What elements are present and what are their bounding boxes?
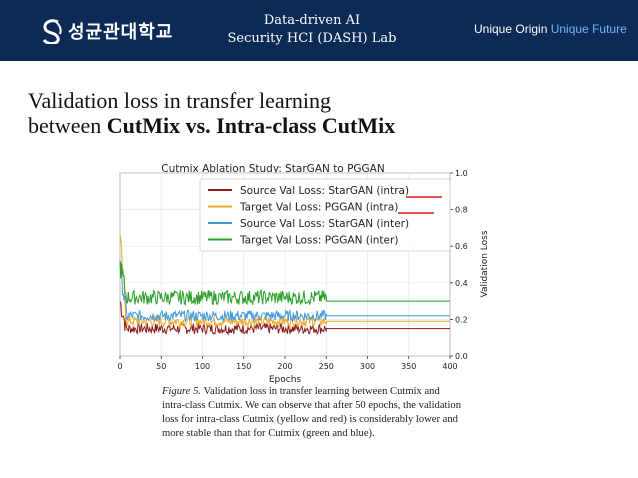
x-tick-label: 50 — [156, 362, 166, 371]
lab-name-line1: Data-driven AI — [263, 13, 361, 28]
x-tick-label: 300 — [360, 362, 375, 371]
slide-title-prefix: between — [28, 113, 102, 138]
x-tick-label: 200 — [277, 362, 292, 371]
y-tick-label: 0.6 — [455, 242, 468, 251]
lab-name-line2: Security HCI (DASH) Lab — [227, 31, 397, 46]
x-tick-label: 400 — [442, 362, 457, 371]
y-tick-label: 0.4 — [455, 279, 468, 288]
x-axis-label: Epochs — [269, 375, 302, 384]
y-tick-label: 0.0 — [455, 352, 468, 361]
y-tick-label: 1.0 — [455, 169, 468, 178]
slogan-part1: Unique Origin — [474, 22, 548, 36]
figure-caption: Figure 5. Validation loss in transfer le… — [162, 385, 462, 441]
x-tick-label: 0 — [117, 362, 122, 371]
slide-title-line2: between CutMix vs. Intra-class CutMix — [28, 113, 628, 138]
x-tick-label: 150 — [236, 362, 251, 371]
slide-title: Validation loss in transfer learning bet… — [28, 88, 628, 138]
x-tick-label: 350 — [401, 362, 416, 371]
loss-line-chart: Cutmix Ablation Study: StarGAN to PGGAN … — [117, 163, 490, 384]
series-line-2 — [119, 261, 450, 323]
chart-series — [119, 234, 450, 336]
x-axis-ticks: 0 50 100 150 200 250 300 350 400 — [117, 356, 458, 371]
legend-label: Source Val Loss: StarGAN (intra) — [240, 185, 409, 197]
skku-logo-icon — [42, 19, 62, 44]
university-logo: 성균관대학교 — [40, 15, 173, 47]
chart-legend: Source Val Loss: StarGAN (intra) Target V… — [199, 178, 451, 252]
header-bar: 성균관대학교 Data-driven AI Security HCI (DASH… — [0, 0, 638, 61]
slogan: Unique Origin Unique Future — [474, 22, 627, 36]
series-line-3 — [119, 260, 450, 306]
x-tick-label: 250 — [319, 362, 334, 371]
legend-label: Source Val Loss: StarGAN (inter) — [240, 218, 409, 230]
legend-box — [199, 178, 451, 252]
y-axis-ticks: 0.0 0.2 0.4 0.6 0.8 1.0 — [450, 169, 468, 361]
lab-name: Data-driven AI Security HCI (DASH) Lab — [212, 12, 412, 48]
slide-title-line1: Validation loss in transfer learning — [28, 88, 332, 113]
slide-title-bold: CutMix vs. Intra-class CutMix — [106, 113, 396, 138]
caption-label: Figure 5. — [162, 386, 202, 397]
series-line-0 — [119, 301, 450, 336]
x-tick-label: 100 — [195, 362, 210, 371]
caption-text: Validation loss in transfer learning bet… — [162, 386, 462, 439]
y-axis-label: Validation Loss — [480, 230, 490, 297]
chart-title: Cutmix Ablation Study: StarGAN to PGGAN — [161, 163, 384, 175]
slogan-part2: Unique Future — [550, 22, 627, 36]
legend-label: Target Val Loss: PGGAN (intra) — [239, 202, 398, 214]
y-tick-label: 0.8 — [455, 206, 468, 215]
university-name: 성균관대학교 — [68, 22, 174, 43]
y-tick-label: 0.2 — [455, 315, 468, 324]
legend-label: Target Val Loss: PGGAN (inter) — [239, 235, 398, 247]
